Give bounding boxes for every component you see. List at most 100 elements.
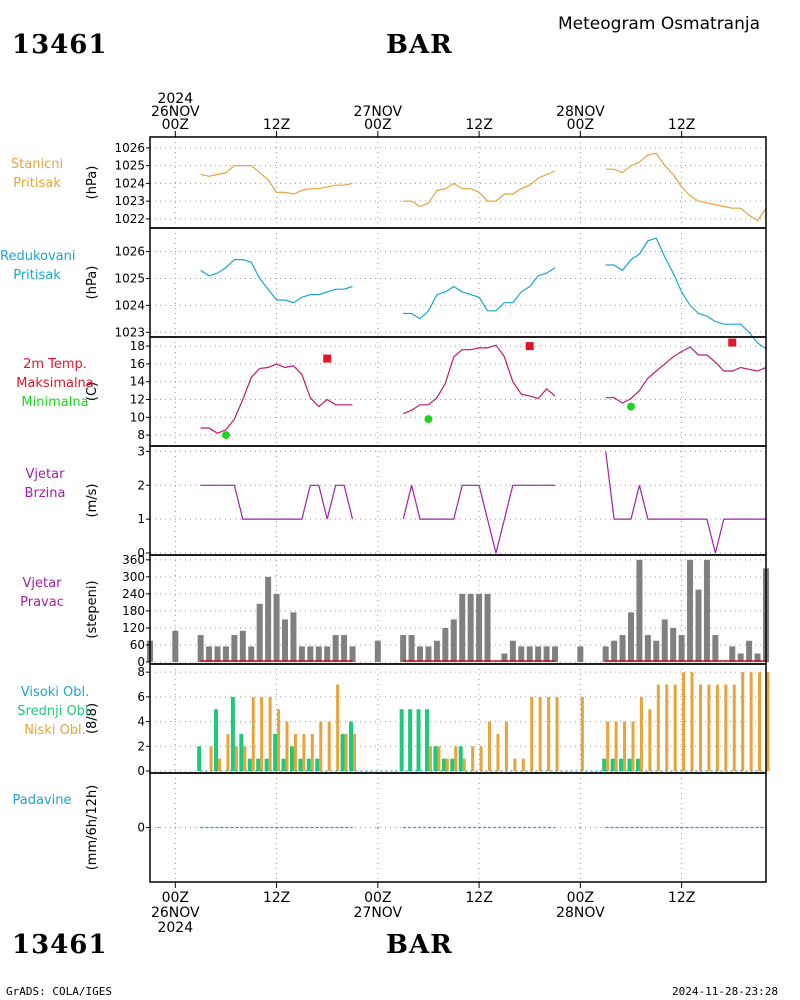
max-temp-marker bbox=[323, 354, 332, 363]
y-tick-label: 1026 bbox=[114, 141, 145, 155]
wind-direction-bar bbox=[712, 635, 719, 662]
mid-cloud-bar bbox=[458, 746, 463, 771]
time-label-bottom: 12Z bbox=[465, 890, 492, 906]
low-cloud-bar bbox=[243, 746, 247, 771]
wind-direction-bar bbox=[509, 640, 516, 662]
low-cloud-bar bbox=[631, 721, 635, 771]
wind-direction-bar bbox=[341, 635, 348, 662]
series-line bbox=[605, 346, 767, 404]
y-tick-label: 1023 bbox=[114, 194, 145, 208]
low-cloud-bar bbox=[344, 733, 348, 771]
y-tick-label: 180 bbox=[122, 604, 145, 618]
series-line bbox=[402, 484, 555, 554]
low-cloud-bar bbox=[639, 696, 643, 771]
wind-direction-bar bbox=[400, 635, 407, 662]
panel-label-temperature: 2m Temp. Maksimalna Minimalna bbox=[0, 355, 110, 412]
wind-direction-bar bbox=[324, 646, 331, 662]
series-line bbox=[200, 165, 353, 195]
y-tick-label: 1024 bbox=[114, 298, 145, 312]
chart-title: Meteogram Osmatranja bbox=[558, 14, 761, 34]
low-cloud-bar bbox=[471, 746, 475, 771]
time-label-top: 00Z bbox=[567, 117, 594, 133]
low-cloud-bar bbox=[209, 746, 213, 771]
low-cloud-bar bbox=[285, 721, 289, 771]
y-tick-label: 0 bbox=[137, 546, 145, 560]
mid-cloud-bar bbox=[306, 758, 311, 771]
wind-direction-bar bbox=[543, 646, 550, 662]
y-tick-label: 0 bbox=[137, 764, 145, 778]
y-tick-label: 0 bbox=[137, 655, 145, 669]
low-cloud-bar bbox=[353, 733, 357, 771]
y-tick-label: 1022 bbox=[114, 212, 145, 226]
wind-direction-bar bbox=[619, 635, 626, 662]
wind-direction-bar bbox=[231, 635, 238, 662]
y-tick-label: 300 bbox=[122, 570, 145, 584]
panel-label-line: Stanicni bbox=[10, 157, 64, 172]
mid-cloud-bar bbox=[635, 758, 640, 771]
low-cloud-bar bbox=[319, 721, 323, 771]
y-axis-unit: (hPa) bbox=[85, 166, 100, 200]
low-cloud-bar bbox=[690, 672, 694, 771]
wind-direction-bar bbox=[552, 646, 559, 662]
y-tick-label: 8 bbox=[137, 428, 145, 442]
wind-direction-bar bbox=[627, 612, 634, 662]
y-tick-label: 6 bbox=[137, 690, 145, 704]
min-temp-marker bbox=[424, 415, 433, 424]
low-cloud-bar bbox=[268, 696, 272, 771]
wind-direction-bar bbox=[307, 646, 314, 662]
panel-label-line: Vjetar bbox=[22, 576, 62, 591]
panel-frame bbox=[149, 136, 767, 229]
low-cloud-bar bbox=[749, 672, 753, 771]
time-label-bottom: 00Z bbox=[364, 890, 391, 906]
wind-direction-bar bbox=[298, 646, 305, 662]
wind-direction-bar bbox=[459, 593, 466, 662]
mid-cloud-bar bbox=[281, 758, 286, 771]
time-label-bottom: 00Z bbox=[567, 890, 594, 906]
wind-direction-bar bbox=[687, 559, 694, 662]
low-cloud-bar bbox=[302, 733, 306, 771]
low-cloud-bar bbox=[496, 733, 500, 771]
mid-cloud-bar bbox=[408, 709, 413, 771]
station-name-top: BAR bbox=[386, 30, 453, 60]
low-cloud-bar bbox=[766, 672, 770, 771]
mid-cloud-bar bbox=[298, 758, 303, 771]
mid-cloud-bar bbox=[416, 709, 421, 771]
low-cloud-bar bbox=[234, 746, 238, 771]
time-label-top: 00Z bbox=[364, 117, 391, 133]
mid-cloud-bar bbox=[602, 758, 607, 771]
low-cloud-bar bbox=[260, 696, 264, 771]
series-line bbox=[605, 152, 767, 222]
wind-direction-bar bbox=[332, 635, 339, 662]
wind-direction-bar bbox=[602, 646, 609, 662]
wind-direction-bar bbox=[450, 619, 457, 662]
wind-direction-bar bbox=[695, 589, 702, 662]
wind-direction-bar bbox=[703, 559, 710, 662]
low-cloud-bar bbox=[479, 746, 483, 771]
mid-cloud-bar bbox=[239, 733, 244, 771]
time-label-top: 12Z bbox=[263, 117, 290, 133]
y-tick-label: 3 bbox=[137, 444, 145, 458]
series-line bbox=[605, 451, 766, 554]
wind-direction-bar bbox=[678, 635, 685, 662]
wind-direction-bar bbox=[172, 630, 179, 662]
panel-label-line: Padavine bbox=[12, 793, 72, 808]
y-tick-label: 2 bbox=[137, 478, 145, 492]
wind-direction-bar bbox=[239, 630, 246, 662]
y-tick-label: 16 bbox=[130, 357, 145, 371]
y-tick-label: 60 bbox=[130, 638, 145, 652]
series-line bbox=[200, 259, 353, 304]
low-cloud-bar bbox=[707, 684, 711, 771]
wind-direction-bar bbox=[433, 640, 440, 662]
y-axis-unit: (C) bbox=[85, 382, 100, 401]
y-tick-label: 120 bbox=[122, 621, 145, 635]
low-cloud-bar bbox=[226, 733, 230, 771]
mid-cloud-bar bbox=[619, 758, 624, 771]
wind-direction-bar bbox=[501, 653, 508, 662]
y-tick-label: 1024 bbox=[114, 176, 145, 190]
station-id-top: 13461 bbox=[12, 30, 108, 60]
time-label-bottom: 28NOV bbox=[556, 905, 605, 921]
panel-label-line: Vjetar bbox=[25, 467, 65, 482]
max-temp-marker bbox=[525, 342, 534, 351]
mid-cloud-bar bbox=[433, 746, 438, 771]
time-label-bottom: 26NOV bbox=[151, 905, 200, 921]
